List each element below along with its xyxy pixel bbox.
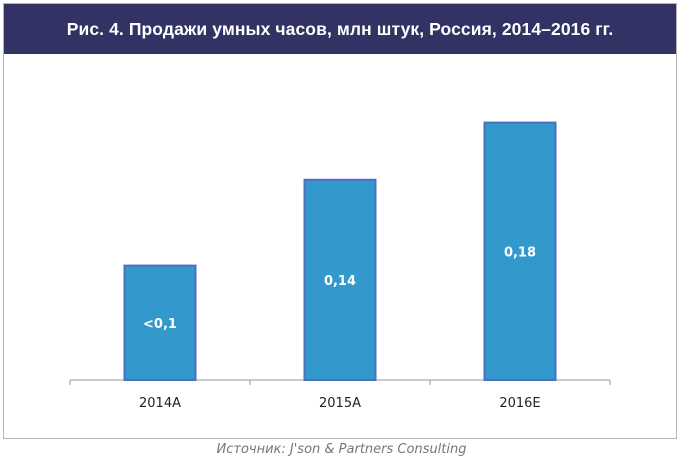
data-label-2015A: 0,14 (324, 274, 356, 289)
x-tick-label-2014A: 2014A (139, 396, 181, 411)
bar-2016E (483, 121, 557, 381)
chart-title: Рис. 4. Продажи умных часов, млн штук, Р… (4, 4, 676, 54)
bar-chart: <0,1 2014A 0,14 2015A 0,18 2016E (69, 121, 611, 411)
data-label-2014A: <0,1 (143, 317, 177, 332)
data-label-2016E: 0,18 (504, 245, 536, 260)
bar-2015A (303, 178, 377, 381)
x-tick-label-2015A: 2015A (319, 396, 361, 411)
bar-2014A (123, 264, 197, 382)
source-note: Источник: J'son & Partners Consulting (216, 442, 467, 457)
chart-frame (3, 3, 677, 439)
x-tick-label-2016E: 2016E (499, 396, 540, 411)
